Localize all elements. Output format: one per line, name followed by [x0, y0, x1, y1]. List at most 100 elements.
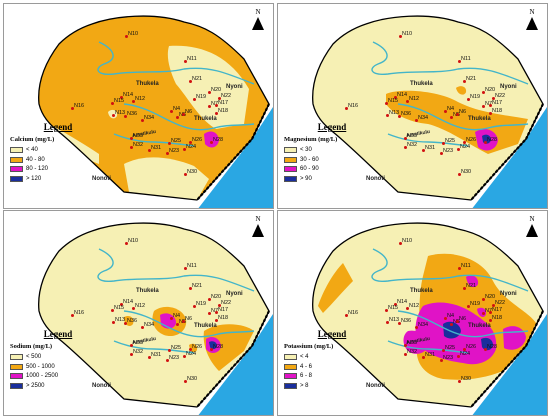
place-label-nonoti: Nonoti — [366, 383, 385, 389]
sampling-site-label: N23 — [443, 148, 454, 154]
legend-label: 60 - 90 — [300, 166, 319, 173]
legend-swatch — [284, 147, 297, 154]
sampling-site-marker — [462, 286, 466, 290]
legend-parameter: Magnesium (mg/L) — [284, 136, 338, 143]
sampling-site-marker — [207, 297, 211, 301]
sampling-site-label: N14 — [123, 92, 134, 98]
legend-parameter: Calcium (mg/L) — [10, 136, 55, 143]
sampling-site-marker — [466, 304, 470, 308]
sampling-site-label: N26 — [466, 137, 477, 143]
concentration-zone — [443, 321, 461, 339]
sampling-site-label: N28 — [213, 137, 224, 143]
sampling-site-label: N36 — [401, 111, 412, 117]
sea-area — [198, 314, 273, 415]
sampling-site-label: N25 — [445, 138, 456, 144]
sampling-site-label: N17 — [218, 100, 229, 106]
legend-label: 500 - 1000 — [26, 363, 55, 370]
arrow-up-icon — [252, 17, 264, 30]
sampling-site-marker — [456, 147, 460, 151]
sampling-site-marker — [111, 113, 115, 117]
sampling-site-label: N26 — [192, 137, 203, 143]
legend-swatch — [284, 166, 297, 173]
north-arrow-icon: N — [251, 8, 265, 30]
sampling-site-marker — [129, 352, 133, 356]
sampling-site-marker — [441, 141, 445, 145]
concentration-zone — [312, 30, 388, 109]
legend-entry: > 90 — [284, 175, 380, 184]
sampling-site-marker — [397, 321, 401, 325]
legend-label: < 40 — [26, 147, 38, 154]
sampling-site-marker — [124, 34, 128, 38]
sampling-site-label: N13 — [389, 110, 400, 116]
sea-area — [198, 107, 273, 208]
sampling-site-marker — [214, 103, 218, 107]
sampling-site-marker — [488, 111, 492, 115]
legend-swatch — [10, 354, 23, 361]
legend-title: Legend — [317, 122, 347, 132]
sampling-site-label: N15 — [388, 305, 399, 311]
sampling-site-label: N11 — [461, 263, 471, 269]
sampling-site-label: N25 — [171, 345, 182, 351]
sampling-site-label: N24 — [460, 144, 471, 150]
arrow-up-icon — [526, 17, 538, 30]
legend-entry: 60 - 90 — [284, 165, 380, 174]
sodium-map — [38, 222, 273, 415]
sampling-site-marker — [140, 118, 144, 122]
potassium-map — [312, 222, 547, 415]
sampling-site-marker — [462, 347, 466, 351]
sampling-site-label: N23 — [169, 355, 180, 361]
sampling-site-marker — [441, 348, 445, 352]
sampling-site-marker — [169, 109, 173, 113]
sampling-site-label: N16 — [74, 103, 85, 109]
sampling-site-marker — [207, 104, 211, 108]
sampling-site-label: N24 — [186, 351, 197, 357]
sampling-site-label: N26 — [466, 344, 477, 350]
legend-entry: < 40 — [10, 146, 106, 155]
sampling-site-label: N17 — [218, 307, 229, 313]
sampling-site-marker — [147, 355, 151, 359]
sea-area — [472, 107, 547, 208]
sampling-site-label: N22 — [221, 300, 232, 306]
legend: Legend Calcium (mg/L) < 40 40 - 80 80 - 120 >… — [10, 122, 106, 184]
concentration-zone — [318, 263, 353, 313]
sampling-site-marker — [123, 114, 127, 118]
sampling-site-marker — [393, 302, 397, 306]
north-label: N — [529, 8, 535, 16]
sampling-site-marker — [217, 96, 221, 100]
sampling-site-label: N12 — [409, 96, 420, 102]
sampling-site-marker — [384, 101, 388, 105]
sampling-site-marker — [457, 172, 461, 176]
place-label-nyoni: Nyoni — [500, 84, 517, 90]
sampling-site-label: N34 — [418, 115, 429, 121]
legend-label: 4 - 6 — [300, 363, 313, 370]
sampling-site-label: N11 — [461, 56, 471, 62]
sampling-site-marker — [119, 95, 123, 99]
place-label-thukela: Thukela — [468, 116, 491, 122]
sampling-site-marker — [167, 141, 171, 145]
legend-swatch — [284, 382, 297, 389]
legend: Legend Magnesium (mg/L) < 30 30 - 60 60 - 90… — [284, 122, 380, 184]
sampling-site-label: N6 — [459, 316, 467, 322]
sampling-site-label: N22 — [495, 93, 506, 99]
sampling-site-label: N16 — [348, 310, 359, 316]
sampling-site-label: N17 — [492, 307, 503, 313]
north-arrow-icon: N — [525, 8, 539, 30]
sampling-site-marker — [207, 90, 211, 94]
sampling-site-label: N22 — [221, 93, 232, 99]
sampling-site-marker — [483, 140, 487, 144]
sampling-site-label: N31 — [151, 145, 162, 151]
sampling-site-marker — [397, 114, 401, 118]
sampling-site-marker — [481, 297, 485, 301]
sampling-site-marker — [385, 320, 389, 324]
sampling-site-marker — [403, 352, 407, 356]
legend-entry: < 4 — [284, 353, 380, 362]
sampling-site-label: N30 — [187, 376, 198, 382]
river — [371, 248, 529, 292]
sampling-site-marker — [456, 354, 460, 358]
legend-swatch — [10, 147, 23, 154]
river — [397, 103, 529, 131]
legend-entry: 1000 - 2500 — [10, 372, 106, 381]
sampling-site-label: N34 — [144, 322, 155, 328]
concentration-zone — [167, 45, 249, 129]
legend-label: > 8 — [300, 382, 309, 389]
